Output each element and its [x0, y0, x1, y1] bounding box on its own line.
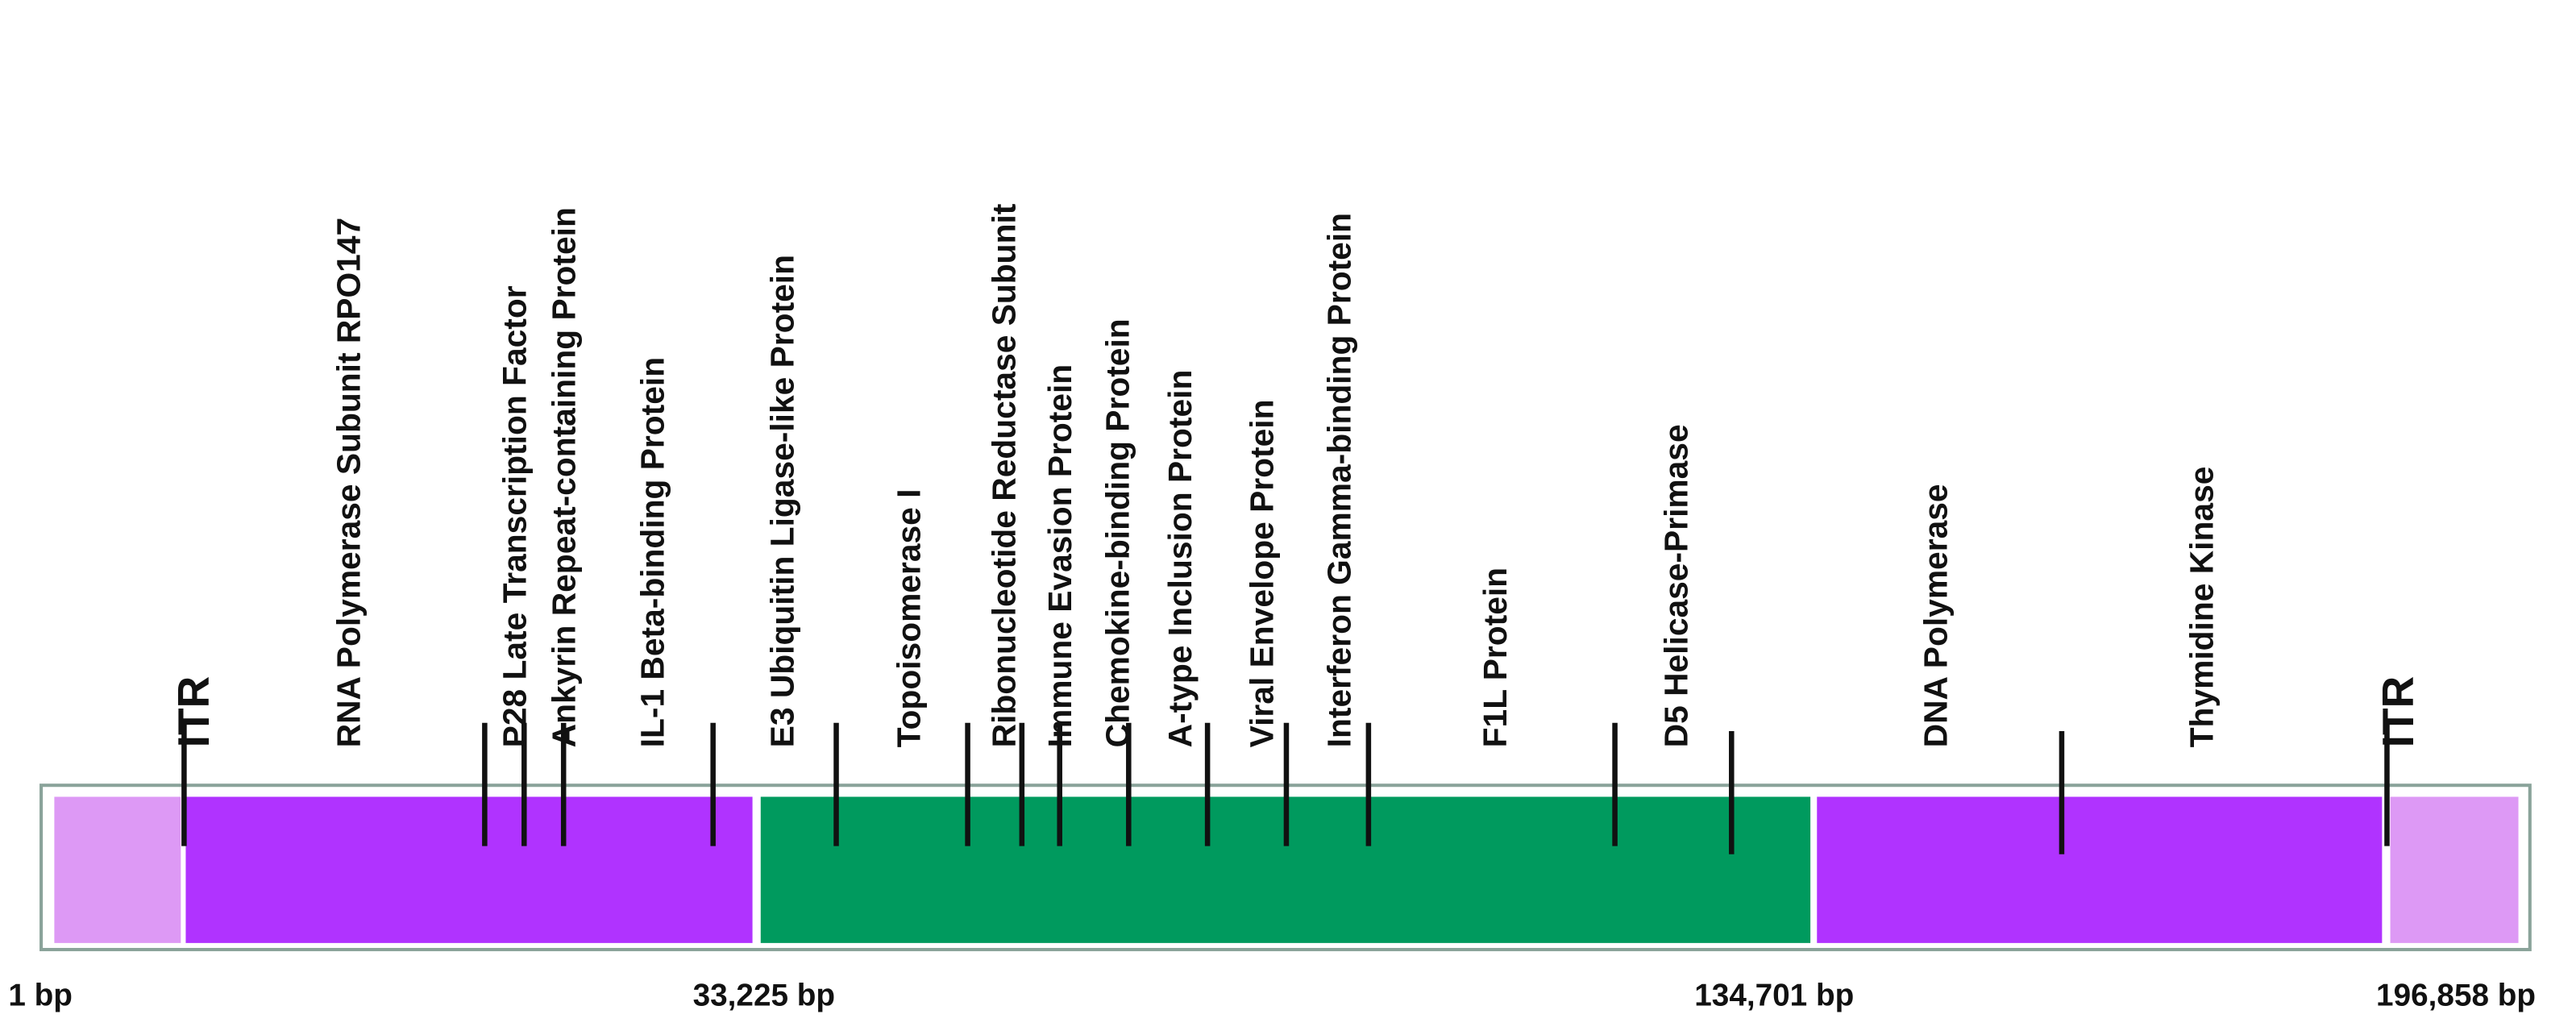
- gene-label: D5 Helicase-Primase: [1657, 424, 1694, 747]
- gene-label: Thymidine Kinase: [2183, 467, 2220, 748]
- gene-label: A-type Inclusion Protein: [1161, 370, 1199, 748]
- gene-label: Ribonucleotide Reductase Subunit: [986, 203, 1023, 747]
- right-region: [1817, 796, 2383, 943]
- coordinate-label: 134,701 bp: [1694, 978, 1854, 1012]
- gene-label: IL-1 Beta-binding Protein: [634, 357, 671, 747]
- itr-label: ITR: [2373, 676, 2423, 748]
- gene-label: F1L Protein: [1477, 567, 1514, 747]
- gene-label: P28 Late Transcription Factor: [496, 285, 533, 747]
- gene-label: DNA Polymerase: [1917, 484, 1954, 747]
- gene-label: Immune Evasion Protein: [1041, 364, 1078, 748]
- coordinate-label: 196,858 bp: [2376, 978, 2536, 1012]
- itr-label: ITR: [168, 676, 218, 748]
- gene-label: Interferon Gamma-binding Protein: [1320, 213, 1357, 747]
- left-region: [185, 796, 753, 943]
- gene-label: Topoisomerase I: [890, 489, 927, 748]
- gene-label: Viral Envelope Protein: [1244, 400, 1281, 748]
- coordinate-label: 33,225 bp: [693, 978, 835, 1012]
- gene-label: Chemokine-binding Protein: [1099, 318, 1136, 747]
- gene-label: Ankyrin Repeat-containing Protein: [545, 207, 582, 747]
- itr-region: [2390, 796, 2519, 943]
- gene-label: E3 Ubiquitin Ligase-like Protein: [764, 255, 801, 747]
- gene-label: RNA Polymerase Subunit RPO147: [330, 218, 367, 747]
- itr-region: [54, 796, 181, 943]
- coordinate-label: 1 bp: [8, 978, 73, 1012]
